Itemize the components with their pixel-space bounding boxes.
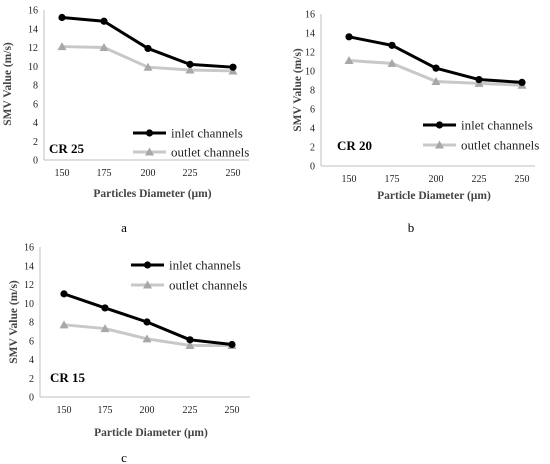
y-tick-label: 12 (24, 280, 34, 291)
legend-inlet-label: inlet channels (169, 258, 241, 273)
legend-inlet-label: inlet channels (461, 118, 533, 133)
y-tick-label: 14 (305, 29, 315, 40)
y-tick-label: 8 (29, 318, 34, 329)
chart-panel-b: 0 2 4 6 8 10 12 14 16 150 175 200 225 250 Particle Dia… (292, 10, 539, 236)
legend-inlet-marker (143, 261, 152, 269)
x-tick-label: 250 (515, 174, 530, 185)
inlet-data-point (58, 13, 66, 22)
y-tick-label: 12 (305, 48, 315, 59)
inlet-series-line (60, 16, 235, 69)
inlet-data-point (186, 336, 194, 344)
x-tick-label: 175 (97, 168, 112, 179)
legend-outlet-marker (143, 280, 152, 289)
panel-letter: a (121, 220, 127, 235)
y-tick-label: 8 (310, 86, 315, 97)
x-tick-label: 250 (226, 168, 241, 179)
outlet-data-point (344, 56, 354, 65)
y-tick-label: 0 (29, 393, 34, 404)
y-tick-label: 2 (33, 137, 38, 148)
compression-ratio-label: CR 15 (50, 370, 86, 385)
inlet-data-point (229, 63, 237, 71)
y-tick-label: 12 (28, 43, 38, 54)
y-tick-label: 14 (28, 24, 38, 35)
inlet-data-point (186, 60, 194, 68)
y-tick-label: 0 (33, 156, 38, 167)
y-tick-label: 4 (33, 118, 38, 129)
legend-outlet-marker (435, 140, 444, 149)
legend-outlet-label: outlet channels (169, 278, 247, 293)
x-tick-label: 225 (183, 168, 198, 179)
y-tick-label: 0 (310, 162, 315, 173)
x-tick-label: 225 (472, 174, 487, 185)
panel-letter: b (408, 220, 415, 235)
outlet-data-point (59, 320, 69, 329)
outlet-data-point (142, 334, 152, 343)
panel-letter: c (121, 450, 127, 464)
y-tick-label: 10 (24, 299, 34, 310)
y-tick-label: 6 (33, 99, 38, 110)
x-tick-label: 200 (429, 174, 444, 185)
y-tick-label: 10 (305, 67, 315, 78)
y-axis-title: SMV Value (m/s) (292, 48, 304, 132)
y-tick-label: 14 (24, 261, 34, 272)
x-tick-label: 250 (225, 405, 240, 416)
y-tick-label: 16 (28, 6, 38, 17)
chart-panel-c: 0 2 4 6 8 10 12 14 16 150 175 200 225 250 Particle Dia… (8, 243, 250, 464)
x-tick-label: 150 (342, 174, 357, 185)
inlet-data-point (144, 44, 152, 53)
inlet-data-point (60, 290, 68, 298)
y-tick-label: 16 (305, 10, 315, 21)
inlet-data-point (388, 41, 396, 49)
outlet-data-point (387, 58, 397, 67)
inlet-data-point (345, 33, 353, 41)
y-axis-title: SMV Value (m/s) (2, 42, 14, 126)
y-tick-label: 10 (28, 62, 38, 73)
x-tick-label: 225 (183, 405, 198, 416)
y-tick-label: 6 (310, 105, 315, 116)
legend-outlet-label: outlet channels (171, 145, 249, 160)
inlet-data-point (432, 64, 440, 72)
inlet-data-point (101, 304, 109, 312)
outlet-data-point (57, 42, 67, 51)
y-tick-label: 16 (24, 243, 34, 254)
x-axis-title: Particles Diameter (µm) (93, 188, 211, 200)
x-tick-label: 150 (57, 405, 72, 416)
legend-outlet-label: outlet channels (461, 138, 539, 153)
inlet-data-point (475, 75, 483, 84)
outlet-data-point (185, 65, 195, 74)
inlet-data-point (143, 318, 151, 326)
x-axis-title: Particle Diameter (µm) (94, 427, 208, 439)
chart-panel-a: 0 2 4 6 8 10 12 14 16 150 175 200 225 250 Particles Di… (2, 6, 249, 236)
outlet-data-point (99, 43, 109, 51)
inlet-data-point (518, 78, 526, 86)
y-tick-label: 4 (29, 355, 34, 366)
x-tick-label: 200 (140, 405, 155, 416)
inlet-data-point (228, 340, 236, 349)
y-tick-label: 2 (310, 143, 315, 154)
y-tick-label: 8 (33, 81, 38, 92)
outlet-data-point (143, 62, 153, 71)
legend-outlet-marker (145, 147, 154, 156)
outlet-data-point (100, 324, 110, 333)
legend-inlet-label: inlet channels (171, 126, 243, 141)
x-tick-label: 200 (141, 168, 156, 179)
x-tick-label: 175 (98, 405, 113, 416)
y-tick-label: 4 (310, 124, 315, 135)
compression-ratio-label: CR 20 (337, 138, 372, 153)
y-axis-title: SMV Value (m/s) (8, 280, 20, 364)
legend-inlet-marker (435, 121, 444, 129)
inlet-series-line (347, 35, 524, 84)
outlet-data-point (185, 340, 195, 349)
outlet-data-point (431, 76, 441, 85)
compression-ratio-label: CR 25 (49, 141, 85, 156)
y-tick-label: 2 (29, 374, 34, 385)
legend-inlet-marker (145, 129, 154, 137)
y-tick-label: 6 (29, 336, 34, 347)
x-tick-label: 175 (385, 174, 400, 185)
x-tick-label: 150 (55, 168, 70, 179)
x-axis-title: Particle Diameter (µm) (377, 190, 491, 202)
inlet-data-point (100, 17, 108, 25)
